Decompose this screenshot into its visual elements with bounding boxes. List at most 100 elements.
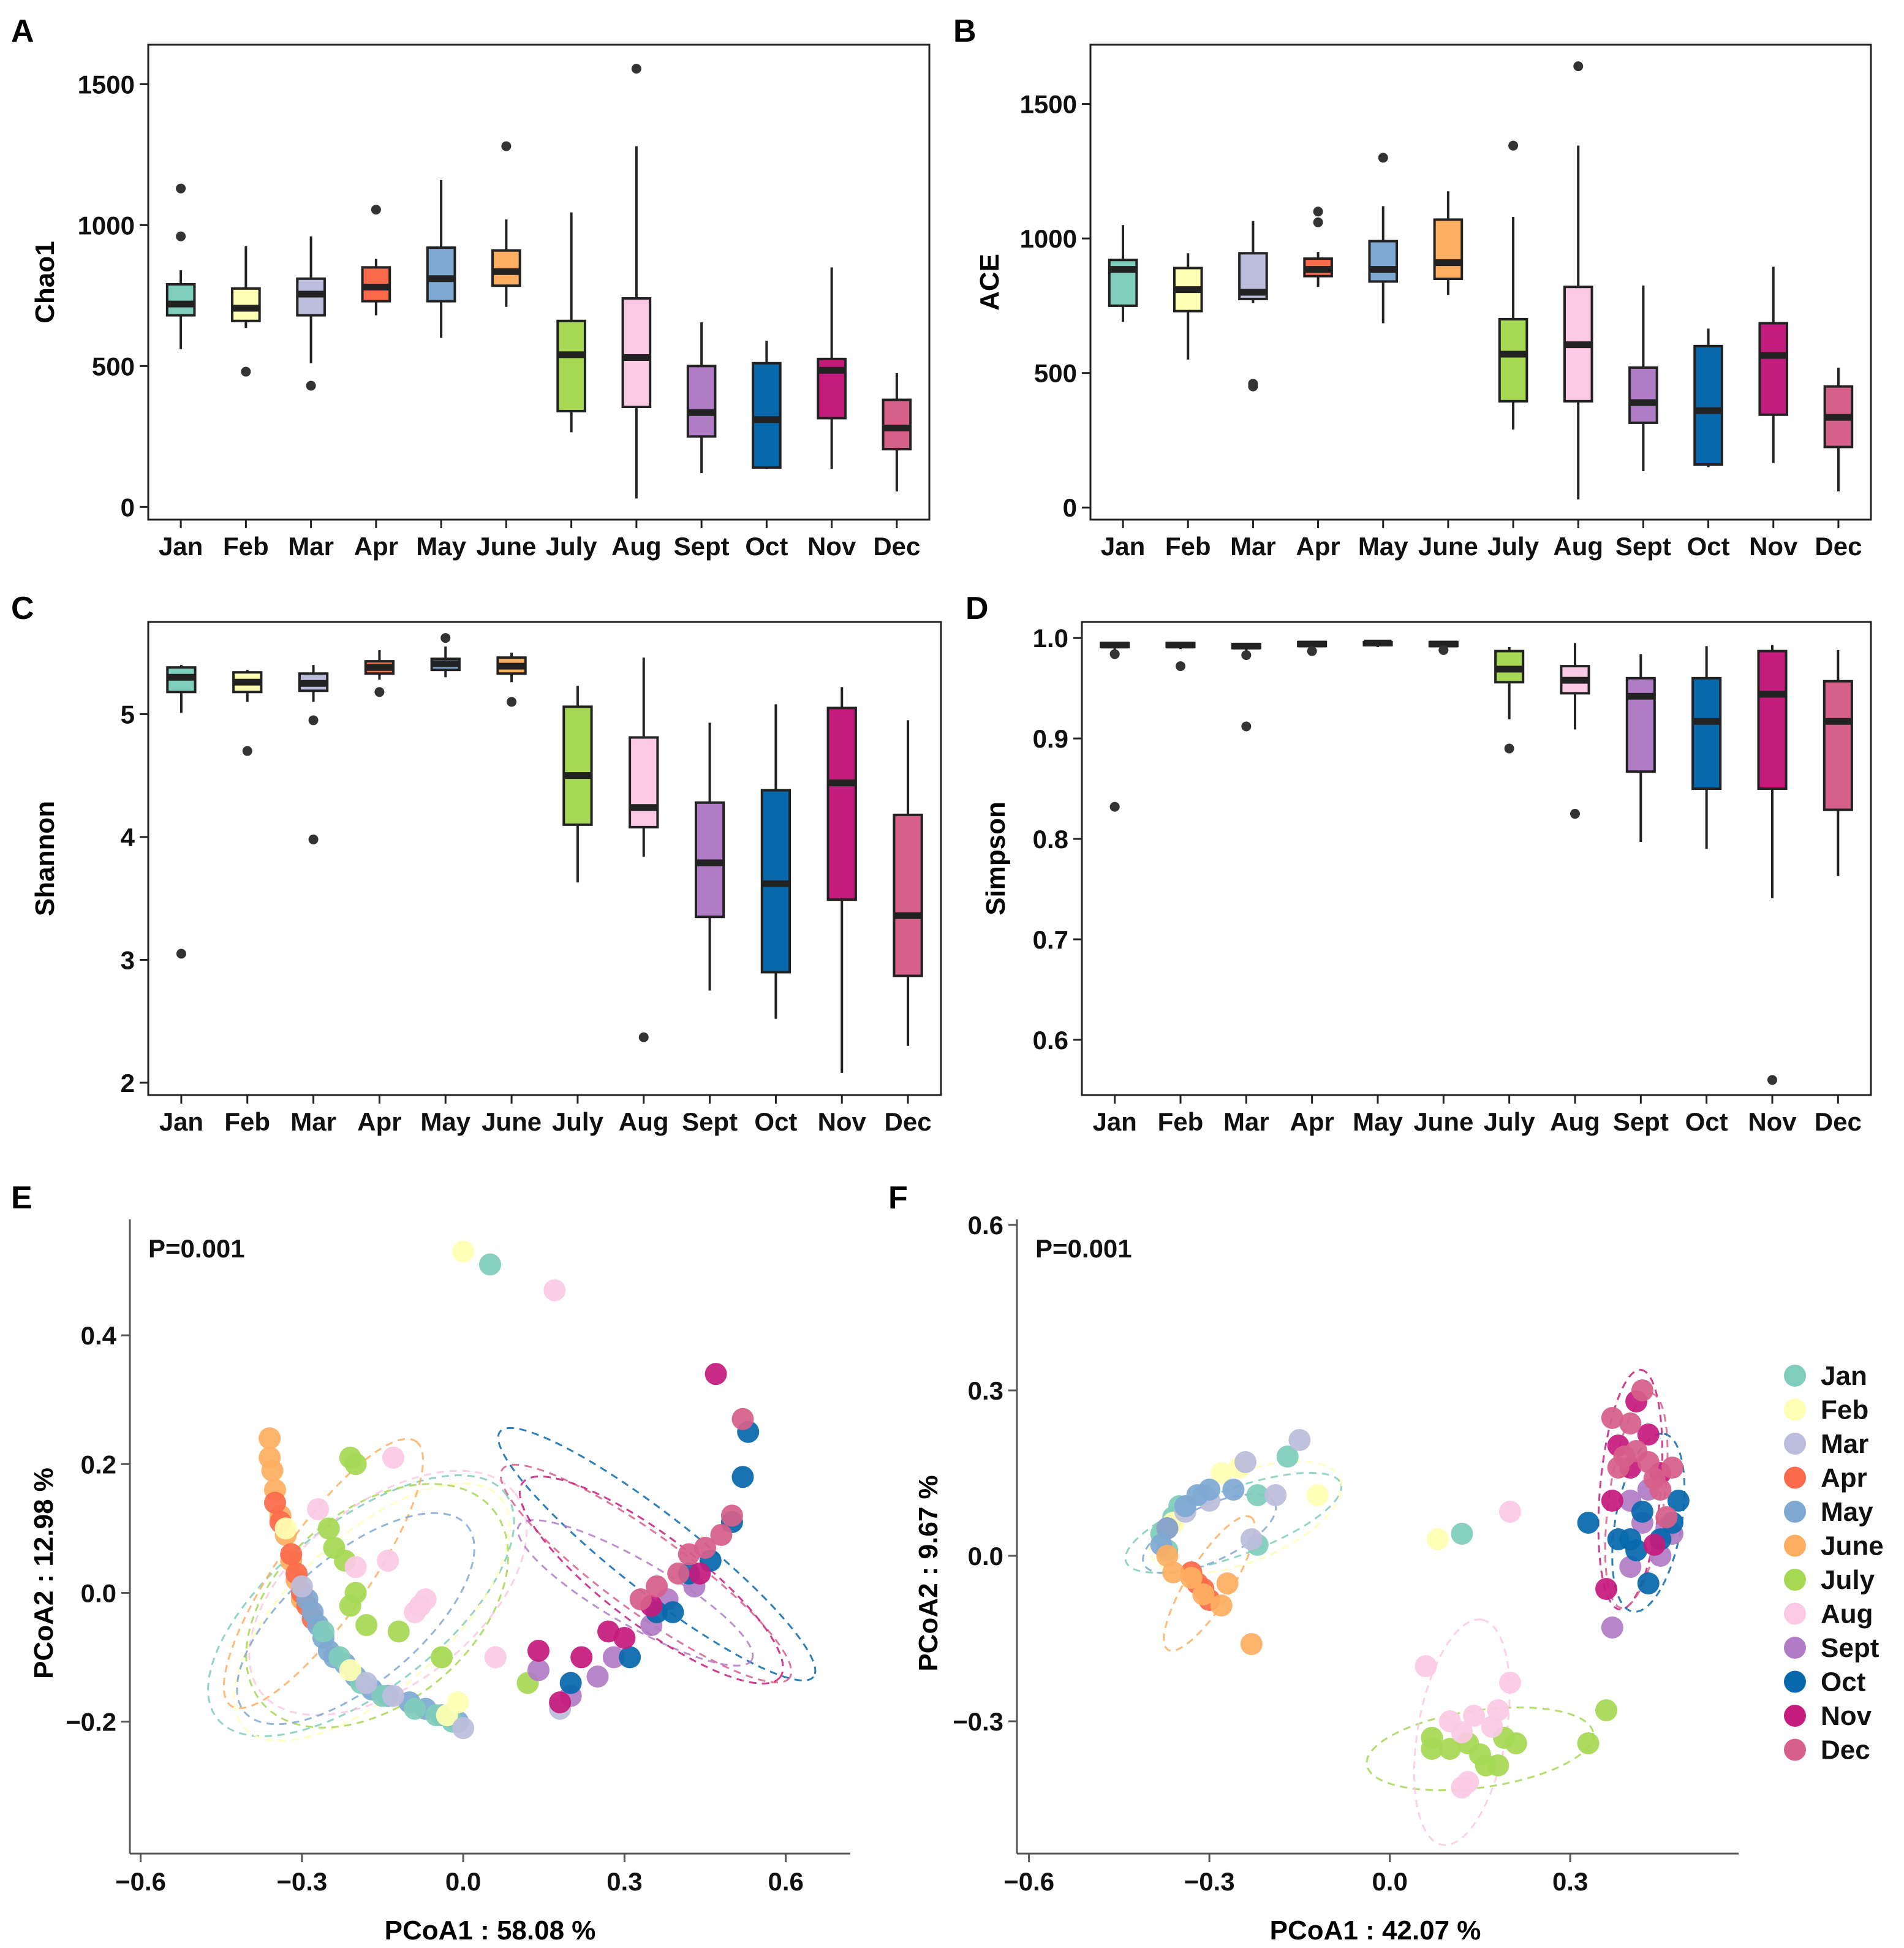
point-july — [1421, 1738, 1443, 1760]
point-dec — [1637, 1451, 1660, 1473]
x-tick-label: Apr — [354, 532, 398, 561]
ellipse-sept — [516, 1519, 754, 1667]
legend-swatch — [1784, 1534, 1806, 1557]
x-axis-title: PCoA1 : 58.08 % — [385, 1916, 596, 1946]
point-july — [1487, 1754, 1509, 1776]
ellipse-june — [1163, 1515, 1256, 1652]
point-nov — [527, 1640, 550, 1662]
x-tick-label: Sept — [1613, 1107, 1669, 1136]
box-apr — [364, 650, 395, 697]
point-feb — [452, 1240, 475, 1263]
x-tick-label: Aug — [611, 532, 662, 561]
x-tick-label: Oct — [1685, 1107, 1728, 1136]
x-tick-label: Dec — [885, 1107, 932, 1136]
point-feb — [447, 1691, 469, 1714]
y-tick-label: 2 — [121, 1069, 135, 1097]
outlier-point — [1570, 809, 1580, 819]
ellipse-aug — [248, 1469, 528, 1716]
point-dec — [667, 1562, 690, 1585]
x-tick-label: Jan — [1101, 532, 1145, 561]
x-tick-label: Jan — [1092, 1107, 1136, 1136]
legend-swatch — [1784, 1738, 1806, 1761]
y-tick-label: 3 — [121, 946, 135, 974]
panel-d-simpson-boxplot: D 0.6 0.7 0.8 0.9 1.0 Simpson Jan Feb Mar Apr May Ju… — [965, 591, 1872, 1136]
ellipse-july — [1366, 1706, 1595, 1792]
x-tick-label: Oct — [745, 532, 788, 561]
box-jan — [166, 665, 197, 959]
iqr-box — [826, 707, 857, 901]
point-may — [1222, 1479, 1245, 1501]
x-tick-label: July — [1487, 532, 1539, 561]
panel-label: D — [965, 591, 989, 626]
point-july — [339, 1594, 361, 1617]
x-tick-label: 0.0 — [445, 1867, 481, 1896]
panel-label: F — [888, 1180, 908, 1216]
outlier-point — [501, 141, 512, 151]
box-may — [426, 180, 456, 338]
box-sept — [1628, 285, 1658, 471]
point-sept — [1601, 1616, 1623, 1639]
point-apr — [280, 1543, 303, 1566]
x-tick-label: Aug — [619, 1107, 669, 1136]
point-aug — [1487, 1699, 1509, 1721]
box-jan — [1100, 642, 1130, 812]
outlier-point — [1109, 802, 1120, 812]
legend-label: May — [1821, 1497, 1873, 1527]
y-tick-label: 0.6 — [1033, 1026, 1068, 1055]
plot-frame — [147, 621, 942, 1096]
y-tick-label: −0.2 — [66, 1708, 116, 1737]
panel-label: E — [11, 1180, 32, 1216]
point-june — [1192, 1583, 1215, 1605]
outlier-point — [371, 205, 381, 215]
x-tick-label: May — [1358, 532, 1408, 561]
y-tick-label: −0.3 — [953, 1707, 1003, 1736]
box-nov — [817, 267, 847, 469]
ellipse-may — [236, 1512, 475, 1726]
legend-label: Oct — [1821, 1667, 1866, 1697]
x-tick-label: May — [420, 1107, 470, 1136]
point-oct — [1667, 1490, 1690, 1512]
ellipse-feb — [1148, 1460, 1343, 1574]
legend-label: June — [1821, 1531, 1884, 1561]
outlier-point — [1109, 649, 1120, 659]
legend-label: Jan — [1821, 1361, 1867, 1391]
point-july — [1505, 1732, 1527, 1754]
point-aug — [344, 1556, 367, 1578]
box-feb — [1173, 253, 1203, 360]
x-tick-label: Feb — [1165, 532, 1211, 561]
point-apr — [263, 1491, 286, 1514]
box-oct — [1693, 328, 1723, 468]
x-tick-label: June — [482, 1107, 542, 1136]
legend-swatch — [1784, 1466, 1806, 1489]
point-aug — [1415, 1655, 1437, 1677]
iqr-box — [621, 297, 652, 409]
point-nov — [1601, 1490, 1623, 1512]
point-nov — [1595, 1578, 1618, 1600]
x-tick-label: Oct — [754, 1107, 797, 1136]
y-tick-label: 500 — [92, 352, 135, 381]
iqr-box — [562, 705, 593, 826]
y-tick-label: 1000 — [1020, 224, 1077, 253]
point-oct — [1637, 1572, 1660, 1594]
x-tick-label: Feb — [224, 1107, 270, 1136]
x-tick-label: Nov — [818, 1107, 867, 1136]
outlier-point — [1313, 207, 1323, 217]
iqr-box — [752, 362, 782, 469]
legend: Jan Feb Mar Apr May June July Aug Sept Oct Nov Dec — [1784, 1361, 1884, 1765]
point-aug — [543, 1279, 566, 1302]
x-tick-label: Dec — [873, 532, 920, 561]
iqr-box — [1433, 218, 1464, 281]
point-mar — [452, 1717, 475, 1740]
x-tick-label: Dec — [1815, 532, 1862, 561]
y-tick-label: 1500 — [1020, 90, 1077, 119]
panel-b-ace-boxplot: B 0 500 1000 1500 ACE Jan Feb Mar Apr May June July A… — [953, 13, 1872, 561]
box-apr — [1303, 207, 1333, 287]
point-jan — [312, 1620, 334, 1643]
plot-frame — [147, 44, 931, 521]
point-jan — [1276, 1446, 1299, 1468]
point-june — [259, 1427, 281, 1450]
box-apr — [1297, 640, 1328, 656]
iqr-box — [491, 249, 521, 287]
box-apr — [361, 205, 391, 316]
plot-frame — [1081, 621, 1872, 1096]
